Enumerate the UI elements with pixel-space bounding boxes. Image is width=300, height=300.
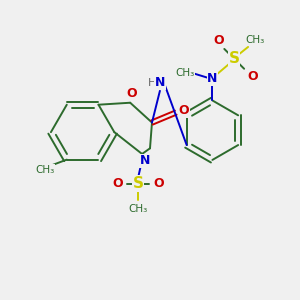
Text: N: N: [155, 76, 165, 89]
Text: H: H: [148, 78, 156, 88]
Text: CH₃: CH₃: [245, 35, 265, 45]
Text: O: O: [248, 70, 258, 83]
Text: O: O: [154, 177, 164, 190]
Text: O: O: [112, 177, 123, 190]
Text: S: S: [229, 51, 240, 66]
Text: N: N: [207, 72, 218, 85]
Text: CH₃: CH₃: [35, 164, 55, 175]
Text: N: N: [140, 154, 150, 167]
Text: O: O: [178, 104, 189, 117]
Text: CH₃: CH₃: [175, 68, 194, 78]
Text: CH₃: CH₃: [128, 204, 148, 214]
Text: S: S: [133, 176, 144, 191]
Text: O: O: [127, 87, 137, 100]
Text: O: O: [213, 34, 224, 46]
